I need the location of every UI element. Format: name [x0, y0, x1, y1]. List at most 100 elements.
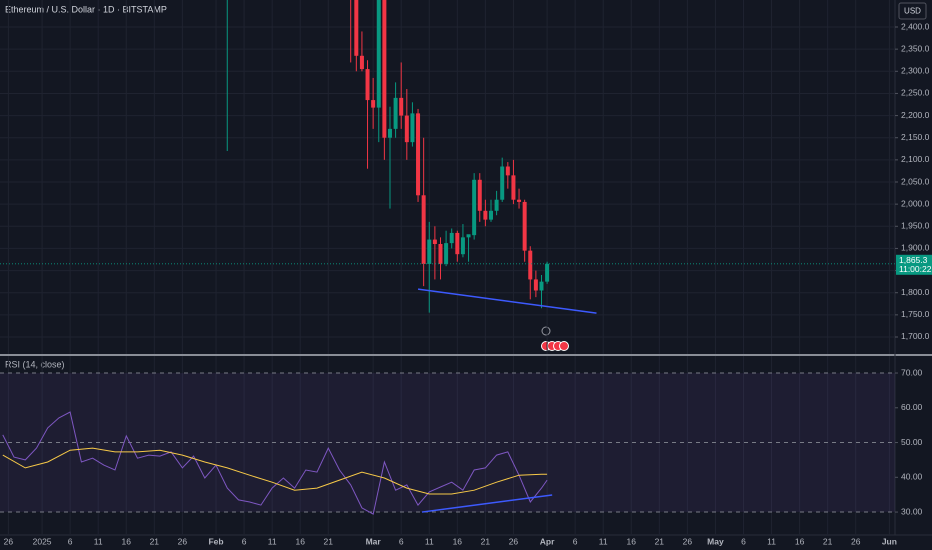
candle-body	[511, 175, 516, 200]
candle-body	[387, 128, 392, 138]
currency-box[interactable]	[898, 2, 927, 20]
trend-line	[421, 494, 553, 513]
y-tick-label: 40.00	[901, 472, 923, 482]
x-tick-label: 6	[741, 536, 746, 546]
pane	[0, 0, 895, 354]
candle-body	[466, 234, 471, 238]
x-tick-label: 21	[823, 536, 833, 546]
currency: USD	[904, 7, 921, 16]
candle-body	[421, 195, 426, 264]
candle-body	[494, 199, 499, 211]
x-tick-label: 21	[655, 536, 665, 546]
y-tick-label: 1,750.0	[901, 309, 930, 319]
y-tick-label: 30.00	[901, 506, 923, 516]
candle-body	[483, 210, 488, 220]
candle-body	[522, 201, 527, 251]
candle-body	[376, 0, 381, 108]
series-line	[2, 447, 548, 495]
y-tick-label: 2,200.0	[901, 110, 930, 120]
x-tick-label: 11	[599, 536, 608, 546]
y-tick-label: 2,350.0	[901, 43, 930, 53]
x-tick-label: 11	[767, 536, 776, 546]
event-icons	[541, 326, 569, 351]
y-tick-label: 1,950.0	[901, 221, 930, 231]
candle-body	[359, 55, 364, 70]
x-tick-label: 16	[627, 536, 637, 546]
x-tick-label: 11	[268, 536, 277, 546]
y-tick-label: 1,700.0	[901, 331, 930, 341]
candle-body	[477, 179, 482, 211]
x-tick-label: 21	[324, 536, 334, 546]
y-tick-label: 2,100.0	[901, 154, 930, 164]
candle-body	[505, 166, 510, 176]
price-label-box	[896, 254, 932, 275]
candle-body	[444, 243, 449, 264]
x-tick-label: 21	[481, 536, 491, 546]
candle-body	[517, 199, 522, 202]
y-tick-label: 2,150.0	[901, 132, 930, 142]
trend-line	[417, 288, 597, 314]
candle-body	[528, 250, 533, 280]
candle-body	[404, 115, 409, 143]
x-tick-label: 26	[509, 536, 519, 546]
x-tick-label: May	[707, 536, 724, 546]
y-tick-label: 70.00	[901, 367, 923, 377]
x-tick-label: 6	[573, 536, 578, 546]
x-tick-label: 6	[68, 536, 73, 546]
x-tick-label: Apr	[540, 536, 555, 546]
series-line	[2, 411, 548, 515]
countdown: 11:00:22	[899, 264, 932, 274]
candle-body	[460, 237, 465, 255]
candle-body	[382, 0, 387, 138]
y-tick-label: 2,050.0	[901, 176, 930, 186]
candle-body	[410, 113, 415, 143]
event-icon[interactable]	[559, 341, 569, 351]
y-tick-label: 2,250.0	[901, 88, 930, 98]
candle-body	[500, 166, 505, 200]
x-tick-label: Mar	[366, 536, 382, 546]
y-tick-label: 60.00	[901, 402, 923, 412]
x-tick-label: 16	[453, 536, 463, 546]
candle-body	[432, 239, 437, 245]
x-tick-label: 26	[4, 536, 14, 546]
candle-body	[399, 97, 404, 116]
y-tick-label: 2,300.0	[901, 66, 930, 76]
x-tick-label: 26	[178, 536, 188, 546]
x-tick-label: Jun	[882, 536, 897, 546]
candle-body	[416, 113, 421, 196]
candle-body	[488, 210, 493, 220]
candle-body	[427, 239, 432, 264]
y-tick-label: 1,800.0	[901, 287, 930, 297]
event-icon[interactable]	[541, 326, 551, 336]
candle-body	[472, 179, 477, 236]
candle-body	[354, 0, 359, 56]
y-tick-label: 1,900.0	[901, 243, 930, 253]
x-tick-label: 16	[122, 536, 132, 546]
pane	[0, 356, 895, 535]
x-tick-label: 6	[399, 536, 404, 546]
x-tick-label: 6	[242, 536, 247, 546]
x-tick-label: 2025	[33, 536, 52, 546]
candle-body	[449, 232, 454, 244]
candle-body	[393, 97, 398, 129]
indicator-title: RSI (14, close)	[5, 359, 65, 369]
candle-body	[365, 69, 370, 101]
y-tick-label: 50.00	[901, 437, 923, 447]
chart-title: Ethereum / U.S. Dollar · 1D · BITSTAMP	[5, 4, 167, 14]
x-tick-label: 26	[851, 536, 861, 546]
candle-body	[371, 100, 376, 108]
x-tick-label: 11	[425, 536, 434, 546]
x-tick-label: 16	[295, 536, 305, 546]
candle-body	[533, 279, 538, 291]
y-tick-label: 2,000.0	[901, 198, 930, 208]
y-tick-label: 2,400.0	[901, 21, 930, 31]
x-tick-label: 16	[795, 536, 805, 546]
candle-body	[539, 281, 544, 291]
candle-body	[455, 232, 460, 255]
x-tick-label: 26	[683, 536, 693, 546]
x-tick-label: 21	[150, 536, 160, 546]
x-tick-label: 11	[94, 536, 103, 546]
